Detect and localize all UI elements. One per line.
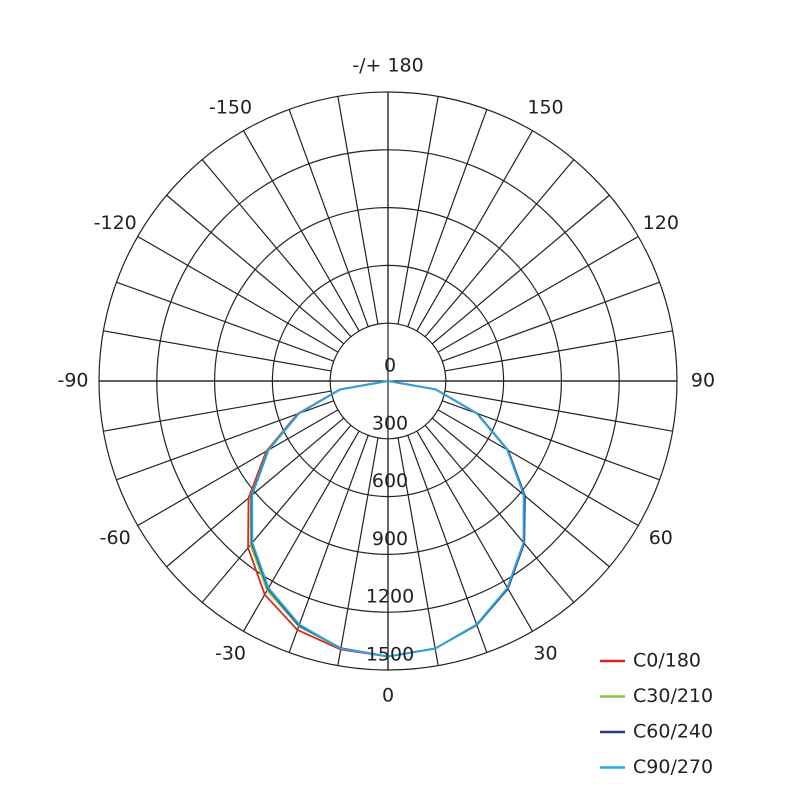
spoke (116, 281, 334, 362)
spoke (288, 435, 369, 653)
spoke (337, 437, 379, 666)
angle-tick-label: 0 (382, 685, 394, 707)
spoke (288, 109, 369, 327)
spoke (137, 409, 339, 527)
spoke (242, 430, 360, 632)
r-tick-label: 1200 (366, 586, 414, 608)
angle-tick-label: -/+ 180 (352, 55, 423, 77)
spoke (416, 430, 534, 632)
r-tick-label: 600 (372, 470, 408, 492)
spoke (431, 194, 610, 345)
angle-tick-label: 120 (643, 212, 679, 234)
spoke (201, 424, 352, 603)
angle-tick-label: 90 (691, 370, 715, 392)
spoke (424, 159, 575, 338)
angle-tick-label: -60 (100, 527, 131, 549)
spoke (407, 435, 488, 653)
legend-label: C60/240 (633, 721, 713, 743)
intensity-curve (251, 380, 525, 658)
spoke (442, 281, 660, 362)
labels: 0 300 600 900 1200 1500 0 30 60 90 120 150 -/+ 180 -1… (57, 55, 715, 779)
spoke (397, 96, 439, 325)
grid (98, 91, 678, 671)
spoke (201, 159, 352, 338)
spoke (444, 390, 673, 432)
spoke (337, 96, 379, 325)
spoke (431, 417, 610, 568)
spoke (444, 330, 673, 372)
angle-tick-label: 60 (649, 527, 673, 549)
curves (247, 380, 526, 658)
spoke (103, 330, 332, 372)
spoke (166, 417, 345, 568)
spoke (437, 409, 639, 527)
spoke (397, 437, 439, 666)
spoke (242, 130, 360, 332)
angle-tick-label: 30 (533, 642, 557, 664)
spoke (407, 109, 488, 327)
angle-tick-label: -30 (215, 642, 246, 664)
r-tick-label: 900 (372, 528, 408, 550)
legend-label: C0/180 (633, 650, 701, 672)
angle-tick-label: -90 (57, 370, 88, 392)
spoke (137, 235, 339, 353)
angle-tick-label: -150 (209, 97, 252, 119)
angle-tick-label: -120 (94, 212, 137, 234)
spoke (166, 194, 345, 345)
spoke (416, 130, 534, 332)
angle-tick-label: 150 (527, 97, 563, 119)
spoke (424, 424, 575, 603)
legend-label: C90/270 (633, 756, 713, 778)
r-tick-label: 300 (372, 412, 408, 434)
legend-label: C30/210 (633, 685, 713, 707)
spoke (103, 390, 332, 432)
r-tick-label: 0 (384, 355, 396, 377)
r-tick-label: 1500 (366, 644, 414, 666)
spoke (437, 235, 639, 353)
